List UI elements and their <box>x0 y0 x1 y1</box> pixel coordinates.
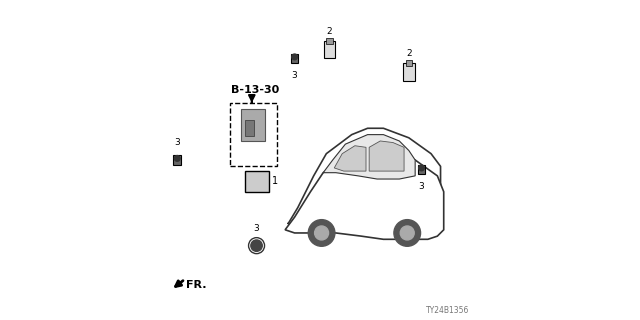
Text: 2: 2 <box>326 27 332 36</box>
Bar <box>406 60 412 67</box>
Bar <box>230 103 277 166</box>
Bar <box>324 41 335 59</box>
Circle shape <box>394 220 420 246</box>
Text: 3: 3 <box>253 224 259 233</box>
Text: B-13-30: B-13-30 <box>231 85 280 95</box>
Bar <box>403 63 415 81</box>
Text: 1: 1 <box>273 176 278 187</box>
Circle shape <box>174 156 180 161</box>
Polygon shape <box>369 141 404 171</box>
Bar <box>245 120 254 136</box>
Text: 2: 2 <box>406 50 412 59</box>
Bar <box>291 54 298 63</box>
Text: 3: 3 <box>292 71 298 80</box>
Bar <box>241 109 265 141</box>
Circle shape <box>315 226 328 240</box>
Polygon shape <box>334 146 366 171</box>
Polygon shape <box>323 135 415 179</box>
Circle shape <box>400 226 414 240</box>
Bar <box>173 155 181 165</box>
Bar <box>418 165 426 174</box>
Circle shape <box>419 165 424 171</box>
Bar <box>246 171 269 192</box>
Polygon shape <box>285 150 444 239</box>
Text: TY24B1356: TY24B1356 <box>426 306 469 315</box>
Text: FR.: FR. <box>186 279 207 290</box>
Text: 3: 3 <box>419 182 424 191</box>
Circle shape <box>251 240 262 252</box>
Circle shape <box>292 54 298 60</box>
Circle shape <box>308 220 335 246</box>
Bar <box>326 38 333 44</box>
Text: 3: 3 <box>174 138 180 147</box>
